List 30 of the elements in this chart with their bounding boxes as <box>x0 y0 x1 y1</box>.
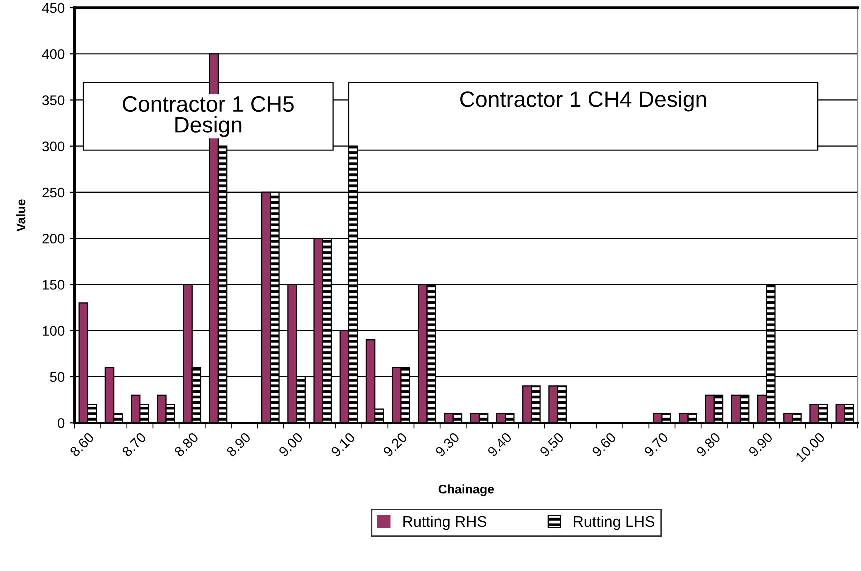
x-axis-title: Chainage <box>438 484 494 496</box>
x-tick-label: 9.50 <box>539 432 565 458</box>
x-tick-label: 8.60 <box>70 432 95 458</box>
y-tick-label: 250 <box>42 188 65 198</box>
y-tick-label: 400 <box>42 49 65 60</box>
x-tick-label: 9.80 <box>696 432 722 458</box>
annotation: Contractor 1 CH4 Design <box>460 91 706 112</box>
x-tick-label: 9.90 <box>748 432 774 458</box>
x-tick-label: 8.70 <box>122 432 147 458</box>
y-axis-title: Value <box>16 200 26 232</box>
y-tick-label: 50 <box>50 372 65 382</box>
x-tick-label: 8.80 <box>174 432 200 458</box>
y-tick-label: 0 <box>58 418 65 428</box>
y-tick-label: 200 <box>42 234 65 244</box>
x-tick-label: 9.70 <box>644 432 670 458</box>
x-tick-label: 9.20 <box>382 432 408 458</box>
annotation: Contractor 1 CH5 Design <box>123 96 294 138</box>
x-tick-label: 8.90 <box>226 432 252 458</box>
x-tick-label: 9.10 <box>330 432 356 458</box>
y-tick-label: 450 <box>42 3 65 14</box>
x-tick-label: 9.60 <box>592 432 617 458</box>
x-tick-label: 9.00 <box>278 432 304 458</box>
legend-label: Rutting LHS <box>574 516 655 530</box>
y-tick-label: 350 <box>42 96 65 106</box>
legend-label: Rutting RHS <box>404 516 487 530</box>
y-tick-label: 300 <box>42 142 65 152</box>
x-tick-label: 9.40 <box>487 432 512 458</box>
y-tick-label: 150 <box>43 280 65 290</box>
x-tick-label: 9.30 <box>435 432 460 458</box>
y-tick-label: 100 <box>43 326 65 336</box>
